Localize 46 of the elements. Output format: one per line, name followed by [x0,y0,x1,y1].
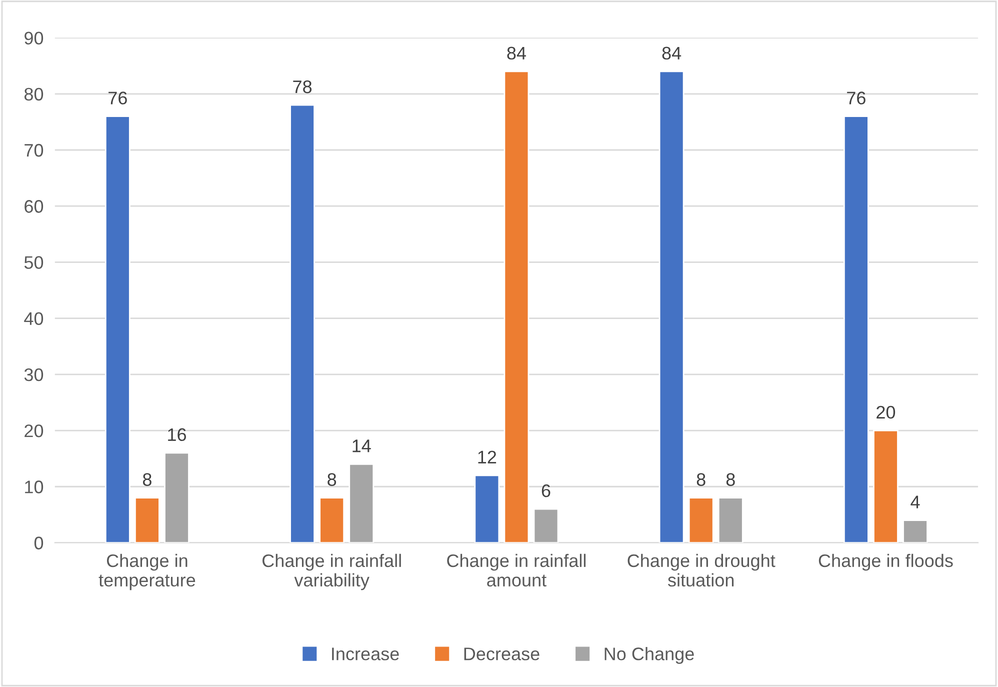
data-label: 8 [142,473,152,486]
y-tick-label: 70 [24,144,44,157]
data-label: 8 [726,473,735,486]
x-tick-label: Change in floods [818,554,953,571]
y-tick-label: 10 [25,480,44,494]
bar [658,70,684,543]
bar [718,497,744,543]
bar [348,463,374,543]
data-label: 8 [328,473,336,486]
bar [134,497,160,543]
bar [902,520,928,543]
data-label: 20 [876,406,896,419]
bar [533,508,559,543]
data-label: 12 [478,450,496,464]
data-label: 14 [352,440,371,452]
legend-label: Increase [332,648,399,660]
bar [164,452,190,543]
data-label: 78 [293,80,312,94]
x-tick-label: Change in drought situation [628,554,776,587]
y-tick-label: 30 [24,368,44,382]
y-tick-label: 60 [24,200,44,213]
data-label: 84 [662,46,682,60]
bar [319,497,345,543]
data-label: 76 [108,92,127,104]
y-tick-label: 80 [24,88,44,101]
bar [688,497,714,543]
bar [104,116,130,543]
bar [504,70,530,543]
x-tick-label: Change in temperature [98,554,196,590]
bar [474,474,500,543]
data-label: 8 [696,473,706,486]
data-label: 16 [168,428,186,442]
data-label: 76 [847,92,866,104]
legend-label: No Change [604,647,694,664]
data-label: 6 [542,484,550,498]
data-label: 84 [507,46,526,60]
data-label: 4 [910,496,920,508]
x-tick-label: Change in rainfall amount [447,554,586,587]
y-tick-label: 40 [24,312,44,326]
y-tick-label: 90 [24,32,44,45]
bar [290,104,315,543]
y-tick-label: 20 [24,424,44,438]
legend-label: Decrease [464,648,540,660]
y-tick-label: 0 [34,536,44,550]
y-tick-label: 50 [24,256,44,269]
x-tick-label: Change in rainfall variability [262,554,401,590]
